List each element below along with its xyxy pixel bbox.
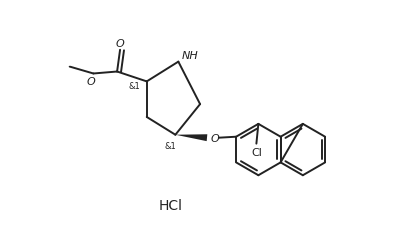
Text: Cl: Cl [251, 147, 262, 157]
Text: &1: &1 [164, 141, 176, 151]
Polygon shape [176, 135, 207, 141]
Text: O: O [211, 133, 219, 143]
Text: methyl: methyl [61, 65, 66, 66]
Text: &1: &1 [128, 81, 140, 90]
Text: methyl: methyl [69, 64, 74, 65]
Text: HCl: HCl [159, 198, 183, 212]
Text: O: O [116, 39, 124, 49]
Text: NH: NH [181, 50, 198, 60]
Text: O: O [87, 77, 96, 87]
